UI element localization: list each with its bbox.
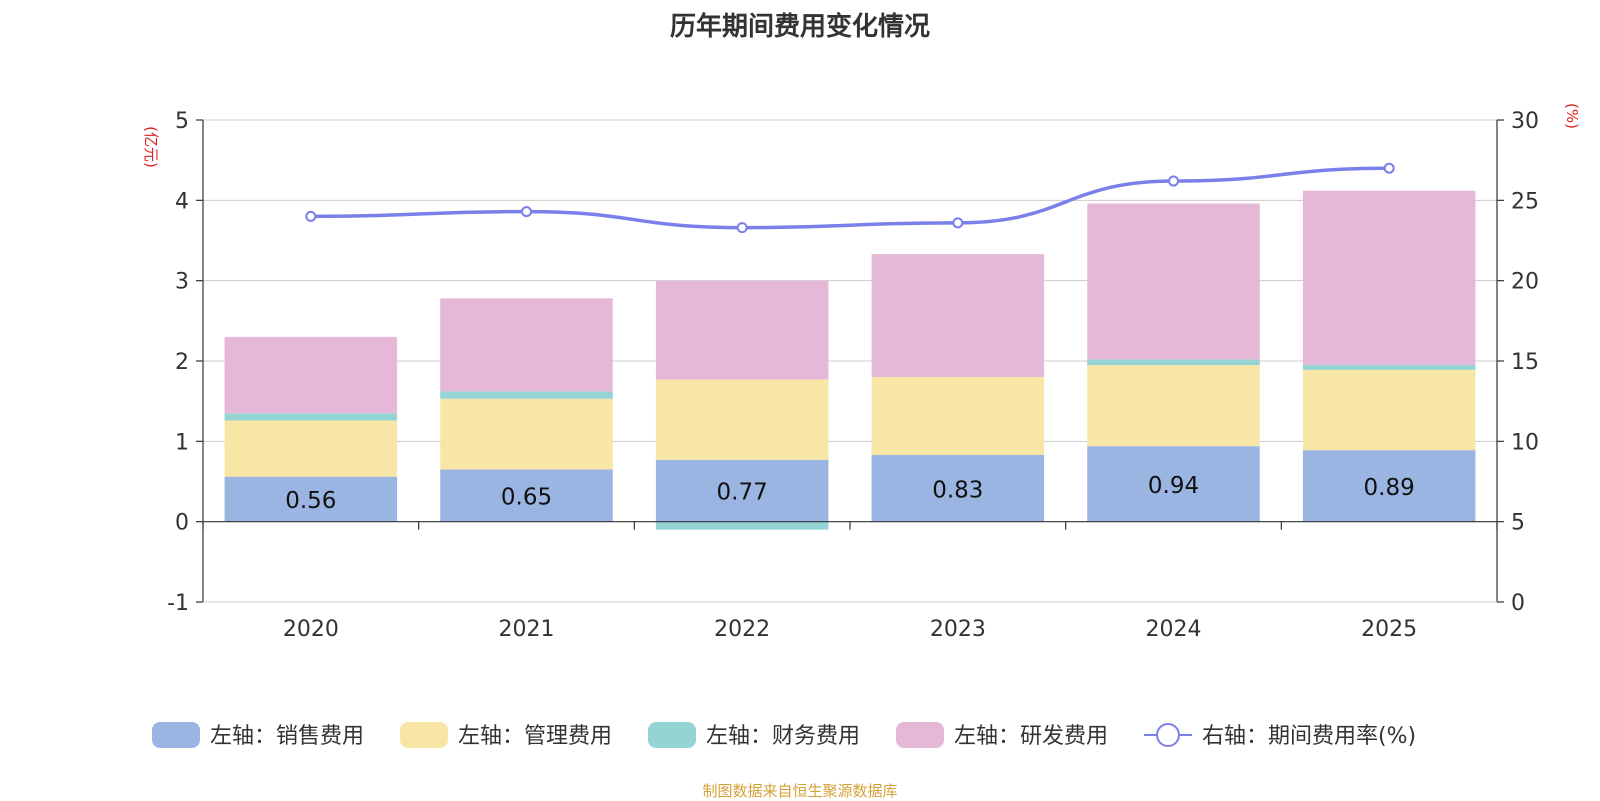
x-tick-label: 2025 (1361, 617, 1417, 642)
bar-segment (655, 459, 829, 522)
bar-data-label: 0.83 (932, 477, 983, 503)
bar-segment (871, 377, 1045, 455)
bar-segment (871, 254, 1045, 378)
bar-segment (1087, 365, 1260, 447)
x-tick-label: 2022 (714, 617, 770, 642)
legend-swatch (152, 722, 200, 748)
bar-segment (440, 391, 613, 399)
right-tick-label: 0 (1511, 591, 1525, 616)
legend-label: 左轴：研发费用 (954, 724, 1108, 749)
rate-point (1383, 162, 1395, 174)
legend-swatch (648, 722, 696, 748)
right-tick-label: 5 (1511, 511, 1525, 536)
right-tick-label: 15 (1511, 350, 1539, 375)
bar-segment (224, 476, 398, 522)
bar-data-label: 0.77 (717, 480, 768, 506)
right-tick-label: 25 (1511, 189, 1539, 214)
bar-segment (440, 298, 613, 392)
bar-data-label: 0.94 (1148, 473, 1199, 499)
bar-segment (655, 521, 829, 530)
bar-series (224, 190, 1476, 530)
legend-item[interactable]: 右轴：期间费用率(%) (1144, 723, 1416, 749)
legend-label: 左轴：管理费用 (458, 724, 612, 749)
left-axis-unit-label: (亿元) (142, 126, 160, 168)
legend-swatch (896, 722, 944, 748)
rate-point (305, 210, 317, 222)
left-tick-label: 0 (175, 511, 189, 536)
left-tick-label: 5 (175, 109, 189, 134)
rate-point (521, 206, 532, 218)
left-tick-label: 1 (175, 430, 189, 455)
bar-segment (440, 398, 613, 470)
chart-title: 历年期间费用变化情况 (669, 12, 930, 42)
legend-label: 左轴：销售费用 (210, 724, 364, 749)
bar-segment (1302, 369, 1476, 451)
right-tick-label: 10 (1511, 430, 1539, 455)
rate-line-series (305, 162, 1395, 234)
right-tick-label: 20 (1511, 270, 1539, 295)
bar-segment (655, 379, 829, 460)
left-tick-label: 2 (175, 350, 189, 375)
legend-marker (1156, 723, 1180, 747)
x-tick-label: 2020 (283, 617, 339, 642)
bar-segment (224, 420, 398, 477)
legend-item[interactable]: 左轴：销售费用 (152, 722, 364, 749)
legend-label: 左轴：财务费用 (706, 724, 860, 749)
data-labels: 0.56 0.65 0.77 0.83 0.94 0.89 (285, 473, 1415, 514)
left-tick-label: -1 (167, 591, 189, 616)
bar-segment (1087, 359, 1260, 366)
left-tick-label: 3 (175, 270, 189, 295)
left-tick-label: 4 (175, 189, 189, 214)
chart-canvas: 2020 2021 2022 2023 2024 2025-101234505101520… (142, 103, 1581, 749)
bar-data-label: 0.56 (285, 488, 336, 514)
legend[interactable]: 左轴：销售费用 左轴：管理费用 左轴：财务费用 左轴：研发费用 右轴：期间费用率(%) (152, 722, 1416, 749)
x-tick-label: 2023 (930, 617, 986, 642)
rate-point (736, 222, 748, 234)
legend-label: 右轴：期间费用率(%) (1202, 724, 1416, 749)
legend-item[interactable]: 左轴：财务费用 (648, 722, 860, 749)
x-tick-label: 2024 (1146, 617, 1202, 642)
bar-segment (655, 280, 829, 380)
rate-line (310, 166, 1390, 230)
bar-segment (1302, 450, 1476, 522)
bar-segment (1302, 190, 1476, 366)
bar-segment (224, 413, 398, 421)
source-note: 制图数据来自恒生聚源数据库 (702, 782, 898, 800)
bar-segment (440, 469, 613, 522)
axes: 2020 2021 2022 2023 2024 2025-101234505101520… (142, 103, 1581, 642)
bar-segment (871, 454, 1045, 522)
bar-data-label: 0.89 (1364, 475, 1415, 501)
rate-point (1168, 175, 1179, 187)
bar-data-label: 0.65 (501, 485, 552, 511)
bar-segment (1087, 203, 1260, 360)
legend-item[interactable]: 左轴：管理费用 (400, 722, 612, 749)
bar-segment (224, 336, 398, 414)
right-tick-label: 30 (1511, 109, 1539, 134)
bar-segment (1087, 446, 1260, 522)
rate-point (952, 217, 964, 229)
right-axis-unit-label: (%) (1563, 103, 1581, 129)
x-tick-label: 2021 (499, 617, 555, 642)
legend-item[interactable]: 左轴：研发费用 (896, 722, 1108, 749)
bar-segment (1302, 365, 1476, 370)
legend-swatch (400, 722, 448, 748)
